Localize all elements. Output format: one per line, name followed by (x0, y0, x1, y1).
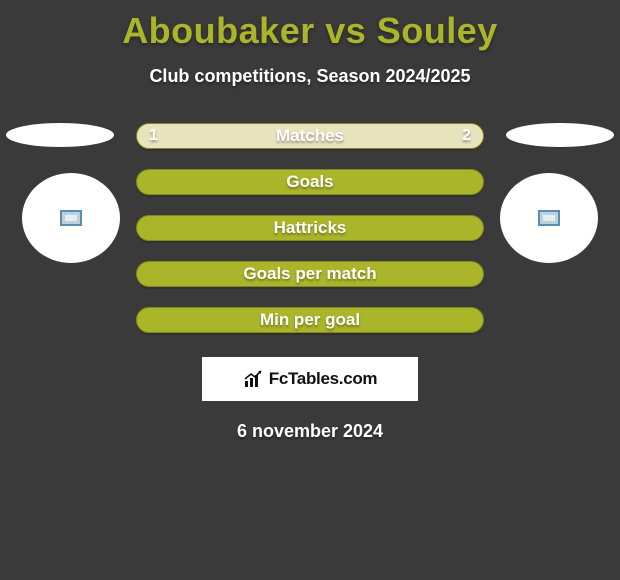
player-left-shadow (6, 123, 114, 147)
player-right-avatar (500, 173, 598, 263)
stat-bar: Hattricks (136, 215, 484, 241)
stat-bar: Min per goal (136, 307, 484, 333)
stat-label: Min per goal (260, 310, 360, 330)
stat-bar: Goals (136, 169, 484, 195)
stat-value-left: 1 (149, 127, 158, 145)
stat-bars: 1 2 Matches Goals Hattricks Goals per match Mi… (136, 123, 484, 333)
stat-label: Goals per match (243, 264, 376, 284)
comparison-stage: 1 2 Matches Goals Hattricks Goals per match Mi… (0, 123, 620, 333)
page-title: Aboubaker vs Souley (122, 10, 498, 52)
subtitle: Club competitions, Season 2024/2025 (149, 66, 470, 87)
date-text: 6 november 2024 (237, 421, 383, 442)
card: Aboubaker vs Souley Club competitions, S… (0, 0, 620, 580)
stat-bar: Goals per match (136, 261, 484, 287)
stat-label: Hattricks (274, 218, 347, 238)
player-right-shadow (506, 123, 614, 147)
logo-text: FcTables.com (269, 369, 378, 389)
logo: FcTables.com (202, 357, 418, 401)
player-left-avatar (22, 173, 120, 263)
stat-value-right: 2 (462, 127, 471, 145)
stat-bar: 1 2 Matches (136, 123, 484, 149)
flag-icon (538, 210, 560, 226)
stat-label: Matches (276, 126, 344, 146)
stat-label: Goals (286, 172, 333, 192)
chart-up-icon (243, 369, 263, 389)
flag-icon (60, 210, 82, 226)
